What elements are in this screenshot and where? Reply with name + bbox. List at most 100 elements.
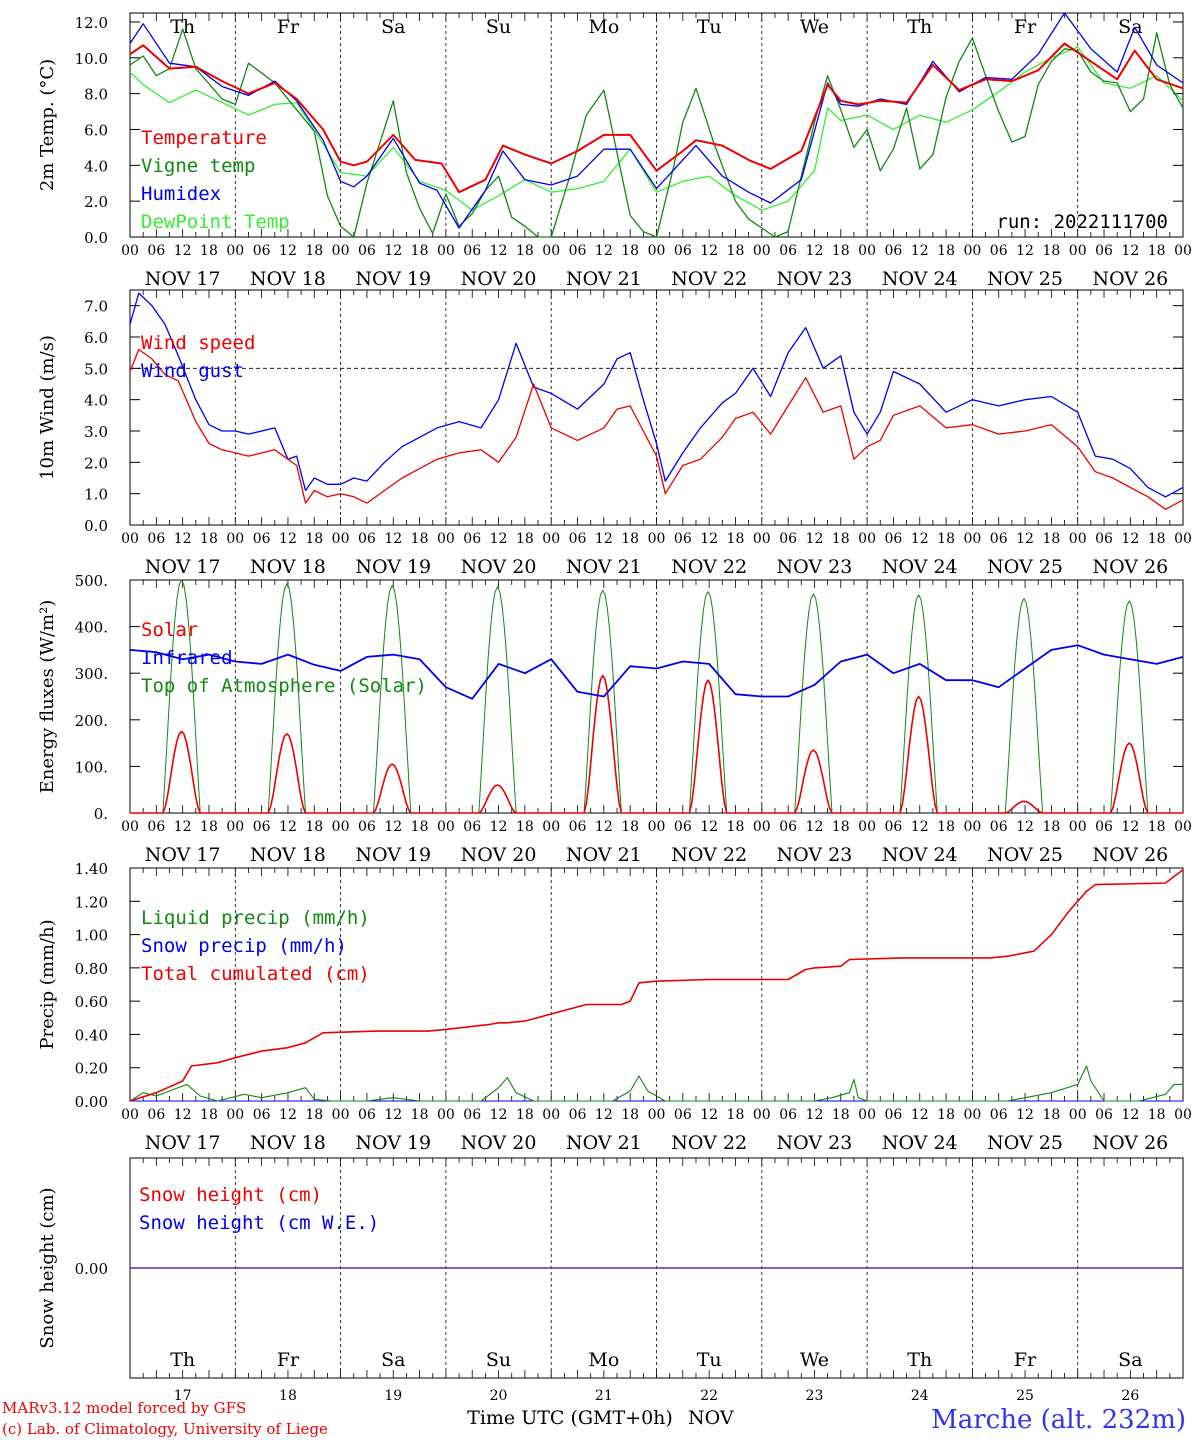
hour-tick-label: 12 [700,1107,718,1123]
hour-tick-label: 12 [911,531,929,547]
hour-tick-label: 12 [911,1107,929,1123]
weekday-label: Sa [381,1349,405,1371]
hour-tick-label: 12 [700,531,718,547]
hour-tick-label: 18 [200,243,218,259]
hour-tick-label: 12 [174,243,192,259]
hour-tick-label: 12 [384,531,402,547]
day-number-label: 19 [384,1388,402,1404]
hour-tick-label: 00 [858,243,876,259]
y-tick-label: 0.00 [75,1260,108,1278]
weekday-label: Mo [588,1349,619,1371]
hour-tick-label: 00 [226,531,244,547]
hour-tick-label: 00 [121,819,139,835]
weekday-label: Tu [697,16,722,38]
hour-tick-label: 00 [542,531,560,547]
temperature-y-axis: 0.0 2.0 4.0 6.0 8.0 10.0 12.0 2m Temp. (°C) [37,14,1183,247]
hour-tick-label: 12 [279,243,297,259]
hour-tick-label: 00 [648,531,666,547]
panel-border [129,12,1184,238]
date-label: NOV 22 [671,556,747,578]
legend-entry: Wind gust [141,360,244,382]
hour-tick-label: 06 [463,243,481,259]
hour-tick-label: 12 [806,243,824,259]
hour-tick-label: 00 [542,243,560,259]
day-number-labels: 17 18 19 20 21 22 23 24 25 26 [174,1388,1140,1404]
y-tick-label: 1.00 [75,927,108,945]
day-number-label: 24 [911,1388,929,1404]
series-line-infrared [129,644,1184,700]
hour-tick-label: 00 [542,819,560,835]
day-number-label: 25 [1016,1388,1034,1404]
weekday-label: Th [907,1349,932,1371]
hour-tick-label: 00 [1069,819,1087,835]
hour-tick-label: 06 [885,1107,903,1123]
y-tick-label: 0.80 [75,960,108,978]
hour-tick-label: 00 [437,819,455,835]
hour-tick-label: 00 [332,819,350,835]
hour-tick-label: 12 [279,531,297,547]
hour-tick-label: 18 [1042,243,1060,259]
date-label: NOV 18 [250,844,326,866]
hour-tick-label: 12 [1121,531,1139,547]
day-number-label: 21 [595,1388,613,1404]
hour-tick-label: 00 [226,1107,244,1123]
hour-tick-label: 18 [832,531,850,547]
hour-tick-label: 00 [963,243,981,259]
date-label: NOV 17 [145,556,221,578]
snow-legend: Snow height (cm) Snow height (cm W.E.) [139,1184,379,1234]
hour-tick-label: 06 [569,819,587,835]
hour-tick-label: 00 [437,243,455,259]
hour-tick-label: 00 [226,819,244,835]
date-label: NOV 23 [777,1132,853,1154]
hour-tick-label: 18 [200,1107,218,1123]
date-label: NOV 24 [882,844,958,866]
date-label: NOV 22 [671,268,747,290]
date-label: NOV 26 [1092,844,1168,866]
weekday-label: Tu [697,1349,722,1371]
hour-tick-label: 00 [858,1107,876,1123]
hour-tick-label: 06 [358,531,376,547]
date-label: NOV 23 [777,556,853,578]
y-axis-label: Precip (mm/h) [37,919,58,1049]
weekday-labels-bottom: Th Fr Sa Su Mo Tu We Th Fr Sa [170,1349,1142,1371]
hour-tick-label: 06 [990,531,1008,547]
date-label: NOV 24 [882,1132,958,1154]
hour-tick-label: 00 [1174,243,1192,259]
hour-tick-label: 06 [779,1107,797,1123]
date-label: NOV 18 [250,556,326,578]
hour-tick-label: 18 [1042,531,1060,547]
date-label: NOV 18 [250,1132,326,1154]
date-label: NOV 17 [145,268,221,290]
hour-tick-label: 18 [832,243,850,259]
legend-entry: Solar [141,619,198,641]
hour-tick-label: 06 [1095,819,1113,835]
hour-tick-label: 06 [990,243,1008,259]
y-tick-label: 10.0 [75,50,108,68]
hour-tick-label: 00 [121,531,139,547]
hour-tick-label: 18 [1148,243,1166,259]
day-number-label: 20 [490,1388,508,1404]
hour-tick-labels: 00 06 12 18 00 06 12 18 00 06 12 18 00 06 12 18 00 06 12 18… [121,531,1192,578]
date-label: NOV 24 [882,268,958,290]
date-label: NOV 17 [145,844,221,866]
y-tick-label: 300. [75,665,108,683]
legend-entry: Top of Atmosphere (Solar) [141,675,427,697]
hour-tick-label: 06 [147,819,165,835]
y-axis-label: Snow height (cm) [37,1187,58,1348]
hour-tick-label: 18 [832,819,850,835]
series-line-total-cumulated-cm- [129,869,1184,1102]
hour-tick-label: 00 [753,531,771,547]
day-number-label: 18 [279,1388,297,1404]
hour-tick-label: 12 [1016,243,1034,259]
run-annotation: run: 2022111700 [996,211,1168,233]
hour-tick-label: 18 [621,531,639,547]
y-axis-label: 10m Wind (m/s) [37,335,58,480]
date-label: NOV 20 [461,1132,537,1154]
hour-tick-label: 00 [332,243,350,259]
hour-tick-label: 12 [1121,1107,1139,1123]
y-tick-label: 6.0 [84,121,108,139]
hour-tick-label: 06 [147,531,165,547]
weekday-label: Su [486,16,511,38]
hour-tick-label: 12 [174,531,192,547]
